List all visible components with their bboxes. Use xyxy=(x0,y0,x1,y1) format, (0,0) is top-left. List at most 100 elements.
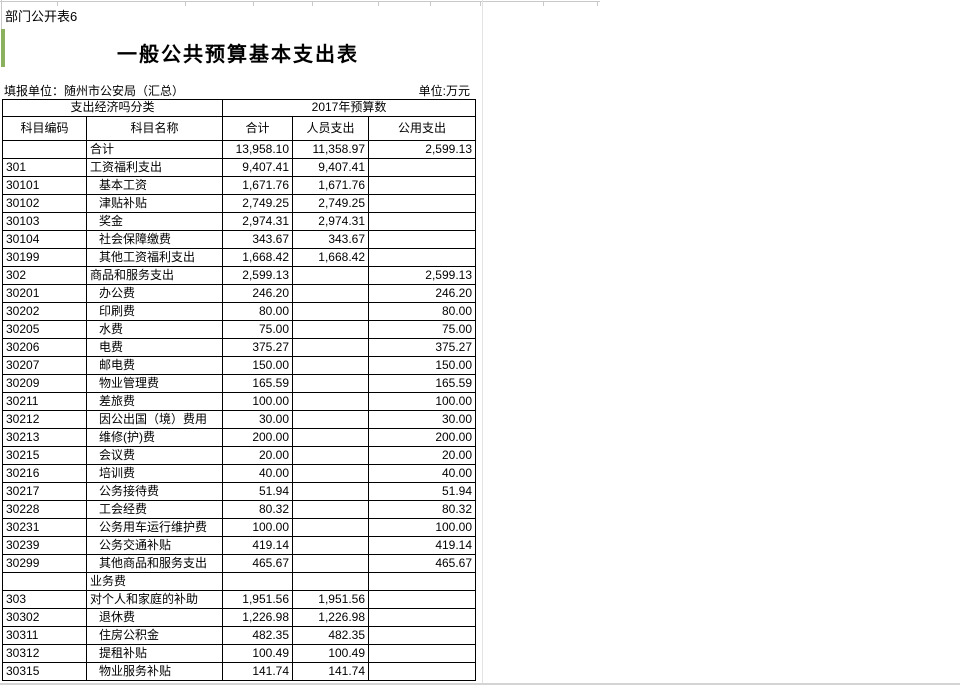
personnel-cell[interactable] xyxy=(292,554,370,573)
subject-code-cell[interactable]: 30228 xyxy=(2,500,87,519)
subject-code-cell[interactable]: 30213 xyxy=(2,428,87,447)
subject-code-cell[interactable]: 30209 xyxy=(2,374,87,393)
total-cell[interactable]: 343.67 xyxy=(222,230,294,249)
public-cell[interactable] xyxy=(368,626,477,645)
total-cell[interactable]: 2,749.25 xyxy=(222,194,294,213)
total-cell[interactable]: 9,407.41 xyxy=(222,158,294,177)
subject-name-cell[interactable]: 会议费 xyxy=(85,446,224,465)
total-cell[interactable]: 1,226.98 xyxy=(222,608,294,627)
total-cell[interactable]: 419.14 xyxy=(222,536,294,555)
total-cell[interactable]: 200.00 xyxy=(222,428,294,447)
subject-code-cell[interactable]: 301 xyxy=(2,158,87,177)
subject-name-cell[interactable]: 津贴补贴 xyxy=(85,194,224,213)
subject-name-cell[interactable]: 物业管理费 xyxy=(85,374,224,393)
personnel-cell[interactable]: 1,671.76 xyxy=(292,176,370,195)
total-cell[interactable]: 13,958.10 xyxy=(222,140,294,159)
subject-name-cell[interactable]: 对个人和家庭的补助 xyxy=(85,590,224,609)
subject-code-cell[interactable]: 30205 xyxy=(2,320,87,339)
total-cell[interactable]: 100.00 xyxy=(222,518,294,537)
subject-code-cell[interactable]: 30206 xyxy=(2,338,87,357)
public-cell[interactable] xyxy=(368,194,477,213)
subject-code-cell[interactable]: 30239 xyxy=(2,536,87,555)
personnel-cell[interactable]: 1,226.98 xyxy=(292,608,370,627)
personnel-cell[interactable]: 482.35 xyxy=(292,626,370,645)
public-cell[interactable]: 2,599.13 xyxy=(368,140,477,159)
subject-code-cell[interactable]: 30231 xyxy=(2,518,87,537)
personnel-cell[interactable] xyxy=(292,302,370,321)
subject-code-cell[interactable]: 30104 xyxy=(2,230,87,249)
subject-code-cell[interactable]: 30103 xyxy=(2,212,87,231)
total-cell[interactable]: 80.32 xyxy=(222,500,294,519)
personnel-cell[interactable]: 9,407.41 xyxy=(292,158,370,177)
public-cell[interactable]: 20.00 xyxy=(368,446,477,465)
subject-name-cell[interactable]: 退休费 xyxy=(85,608,224,627)
public-cell[interactable] xyxy=(368,662,477,681)
total-cell[interactable]: 100.49 xyxy=(222,644,294,663)
total-cell[interactable]: 2,974.31 xyxy=(222,212,294,231)
public-cell[interactable]: 75.00 xyxy=(368,320,477,339)
public-cell[interactable]: 40.00 xyxy=(368,464,477,483)
public-cell[interactable]: 200.00 xyxy=(368,428,477,447)
personnel-cell[interactable] xyxy=(292,410,370,429)
total-cell[interactable]: 165.59 xyxy=(222,374,294,393)
subject-code-cell[interactable]: 30202 xyxy=(2,302,87,321)
total-cell[interactable]: 75.00 xyxy=(222,320,294,339)
personnel-cell[interactable] xyxy=(292,392,370,411)
public-cell[interactable]: 375.27 xyxy=(368,338,477,357)
personnel-cell[interactable] xyxy=(292,572,370,591)
personnel-cell[interactable]: 141.74 xyxy=(292,662,370,681)
subject-name-cell[interactable]: 基本工资 xyxy=(85,176,224,195)
subject-code-cell[interactable] xyxy=(2,572,87,591)
public-cell[interactable]: 246.20 xyxy=(368,284,477,303)
subject-name-cell[interactable]: 电费 xyxy=(85,338,224,357)
subject-code-cell[interactable]: 30312 xyxy=(2,644,87,663)
public-cell[interactable]: 80.00 xyxy=(368,302,477,321)
subject-code-cell[interactable]: 30201 xyxy=(2,284,87,303)
public-cell[interactable]: 80.32 xyxy=(368,500,477,519)
personnel-cell[interactable]: 343.67 xyxy=(292,230,370,249)
subject-code-cell[interactable]: 30302 xyxy=(2,608,87,627)
header-subject-name[interactable]: 科目名称 xyxy=(85,116,224,141)
total-cell[interactable]: 141.74 xyxy=(222,662,294,681)
subject-code-cell[interactable]: 30102 xyxy=(2,194,87,213)
total-cell[interactable]: 150.00 xyxy=(222,356,294,375)
subject-name-cell[interactable]: 工资福利支出 xyxy=(85,158,224,177)
personnel-cell[interactable] xyxy=(292,356,370,375)
total-cell[interactable]: 1,951.56 xyxy=(222,590,294,609)
personnel-cell[interactable] xyxy=(292,536,370,555)
personnel-cell[interactable] xyxy=(292,320,370,339)
subject-name-cell[interactable]: 合计 xyxy=(85,140,224,159)
public-cell[interactable] xyxy=(368,572,477,591)
subject-code-cell[interactable]: 30207 xyxy=(2,356,87,375)
public-cell[interactable]: 2,599.13 xyxy=(368,266,477,285)
subject-code-cell[interactable]: 30216 xyxy=(2,464,87,483)
subject-name-cell[interactable]: 提租补贴 xyxy=(85,644,224,663)
total-cell[interactable]: 20.00 xyxy=(222,446,294,465)
subject-code-cell[interactable]: 302 xyxy=(2,266,87,285)
personnel-cell[interactable] xyxy=(292,374,370,393)
personnel-cell[interactable] xyxy=(292,338,370,357)
subject-name-cell[interactable]: 业务费 xyxy=(85,572,224,591)
total-cell[interactable]: 465.67 xyxy=(222,554,294,573)
subject-name-cell[interactable]: 培训费 xyxy=(85,464,224,483)
personnel-cell[interactable] xyxy=(292,266,370,285)
header-personnel[interactable]: 人员支出 xyxy=(292,116,370,141)
subject-name-cell[interactable]: 社会保障缴费 xyxy=(85,230,224,249)
personnel-cell[interactable] xyxy=(292,446,370,465)
public-cell[interactable]: 51.94 xyxy=(368,482,477,501)
personnel-cell[interactable]: 1,951.56 xyxy=(292,590,370,609)
personnel-cell[interactable] xyxy=(292,284,370,303)
header-classification[interactable]: 支出经济吗分类 xyxy=(1,99,224,117)
total-cell[interactable] xyxy=(222,572,294,591)
personnel-cell[interactable] xyxy=(292,518,370,537)
total-cell[interactable]: 51.94 xyxy=(222,482,294,501)
personnel-cell[interactable] xyxy=(292,464,370,483)
subject-name-cell[interactable]: 工会经费 xyxy=(85,500,224,519)
public-cell[interactable]: 100.00 xyxy=(368,518,477,537)
header-public[interactable]: 公用支出 xyxy=(368,116,477,141)
personnel-cell[interactable]: 2,974.31 xyxy=(292,212,370,231)
public-cell[interactable]: 419.14 xyxy=(368,536,477,555)
public-cell[interactable]: 30.00 xyxy=(368,410,477,429)
personnel-cell[interactable]: 2,749.25 xyxy=(292,194,370,213)
public-cell[interactable] xyxy=(368,176,477,195)
